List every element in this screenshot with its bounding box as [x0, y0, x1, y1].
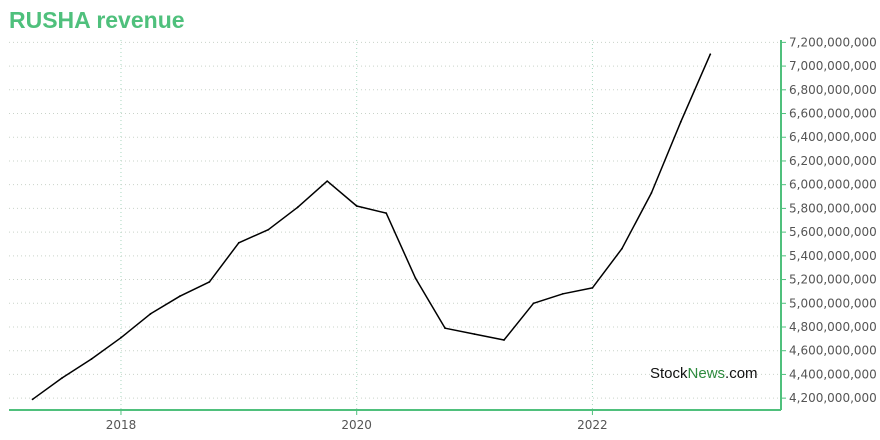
- y-tick-labels: 4,200,000,000 4,400,000,000 4,600,000,000 4…: [789, 35, 877, 405]
- data-point: [591, 286, 594, 289]
- data-point: [90, 358, 93, 360]
- y-tick-label: 6,000,000,000: [789, 178, 877, 192]
- data-point: [679, 120, 682, 123]
- data-point: [709, 53, 712, 56]
- y-tick-label: 5,000,000,000: [789, 296, 877, 310]
- watermark-news: News: [687, 365, 726, 382]
- chart-title: RUSHA revenue: [9, 7, 185, 33]
- y-tick-label: 7,000,000,000: [789, 59, 877, 73]
- y-tick-label: 4,600,000,000: [789, 344, 877, 358]
- y-tick-label: 4,200,000,000: [789, 391, 877, 405]
- data-point: [208, 281, 211, 283]
- y-tick-label: 6,400,000,000: [789, 130, 877, 144]
- y-tick-label: 6,200,000,000: [789, 154, 877, 168]
- data-point: [120, 336, 122, 339]
- data-point: [355, 205, 358, 207]
- data-point: [503, 339, 505, 341]
- data-point: [326, 180, 329, 183]
- y-tick-label: 7,200,000,000: [789, 35, 877, 49]
- y-gridlines: [9, 41, 786, 399]
- y-tick-label: 5,400,000,000: [789, 249, 877, 263]
- data-point: [237, 241, 240, 244]
- data-point: [385, 212, 388, 215]
- y-tick-label: 6,600,000,000: [789, 107, 877, 121]
- watermark-com: .com: [725, 365, 758, 382]
- data-point: [149, 313, 152, 315]
- x-tick-label: 2018: [106, 418, 137, 432]
- x-tick-labels: 2018 2020 2022: [106, 418, 608, 432]
- y-tick-label: 4,400,000,000: [789, 367, 877, 381]
- revenue-line: [32, 53, 711, 400]
- data-point: [620, 247, 623, 250]
- x-tick-label: 2020: [341, 418, 372, 432]
- y-tick-label: 5,600,000,000: [789, 225, 877, 239]
- x-gridlines: [120, 40, 593, 415]
- series-group: [31, 53, 712, 401]
- y-tick-label: 5,800,000,000: [789, 201, 877, 215]
- watermark-stock: Stock: [650, 365, 688, 382]
- data-point: [532, 302, 535, 305]
- data-point: [31, 398, 34, 401]
- x-tick-label: 2022: [577, 418, 608, 432]
- data-point: [61, 377, 63, 379]
- y-tick-label: 6,800,000,000: [789, 83, 877, 97]
- watermark: StockNews.com: [650, 365, 758, 382]
- data-point: [414, 277, 417, 280]
- y-tick-label: 4,800,000,000: [789, 320, 877, 334]
- data-point: [650, 192, 653, 194]
- y-tick-label: 5,200,000,000: [789, 273, 877, 287]
- data-point: [562, 292, 564, 295]
- data-point: [444, 327, 446, 330]
- data-point: [473, 333, 476, 336]
- data-point: [267, 228, 270, 231]
- data-point: [296, 206, 299, 209]
- data-point: [179, 295, 181, 298]
